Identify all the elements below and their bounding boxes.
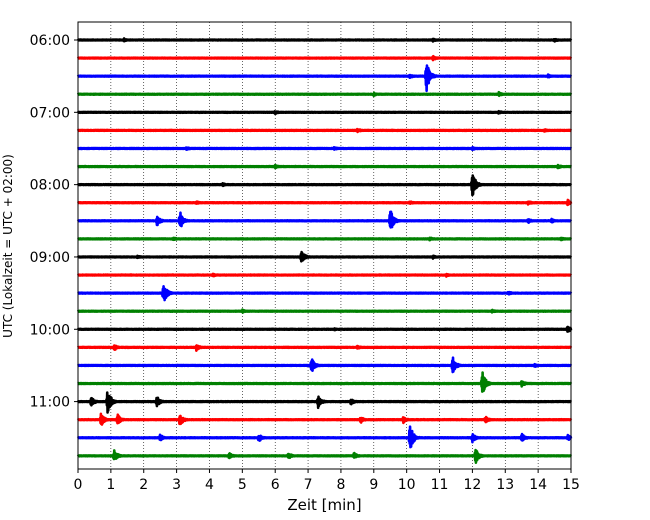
trace-0930 [77,284,573,302]
trace-1130 [76,425,573,449]
x-tick-label-9: 9 [369,477,378,493]
x-tick-label-1: 1 [106,477,115,493]
y-tick-label-0: 06:00 [30,33,70,49]
trace-0700 [76,109,573,116]
trace-0945 [76,308,573,314]
x-tick-label-8: 8 [336,477,345,493]
trace-0845 [76,236,573,242]
y-tick-label-5: 11:00 [30,395,70,411]
trace-0815 [76,198,573,207]
trace-0645 [76,90,573,98]
x-tick-label-4: 4 [205,477,214,493]
trace-1030 [76,356,573,374]
x-axis-ticks: 0 1 2 3 4 5 6 7 8 9 10 11 12 13 14 15 [74,469,580,493]
trace-1045 [77,371,573,393]
x-tick-label-6: 6 [271,477,280,493]
trace-0600 [76,37,573,43]
x-tick-label-3: 3 [172,477,181,493]
x-tick-label-5: 5 [238,477,247,493]
x-tick-label-7: 7 [304,477,313,493]
x-tick-label-0: 0 [74,477,83,493]
trace-0715 [76,127,573,134]
y-tick-label-4: 10:00 [30,322,70,338]
trace-0615 [76,54,573,62]
trace-1145 [76,448,573,465]
trace-0630 [76,64,573,93]
x-axis-label: Zeit [min] [287,496,361,514]
x-tick-label-11: 11 [431,477,449,493]
trace-1000 [76,325,573,333]
trace-1100 [76,391,573,414]
y-tick-label-2: 08:00 [30,178,70,194]
trace-0745 [76,163,573,170]
x-tick-label-13: 13 [496,477,514,493]
trace-0900 [76,250,573,263]
x-tick-label-2: 2 [139,477,148,493]
trace-0730 [76,145,573,152]
x-tick-label-15: 15 [562,477,580,493]
trace-1115 [76,412,573,426]
y-tick-label-3: 09:00 [30,250,70,266]
x-tick-label-10: 10 [398,477,416,493]
trace-0915 [76,272,573,278]
y-axis-label: UTC (Lokalzeit = UTC + 02:00) [1,154,15,338]
x-tick-label-12: 12 [463,477,481,493]
trace-series [76,37,573,465]
y-tick-label-1: 07:00 [30,105,70,121]
trace-0830 [76,210,573,229]
plot-frame [77,21,572,470]
x-tick-label-14: 14 [529,477,547,493]
trace-0800 [76,174,573,197]
trace-1015 [76,344,573,353]
y-axis-ticks: 06:00 07:00 08:00 09:00 10:00 11:00 [30,33,78,411]
